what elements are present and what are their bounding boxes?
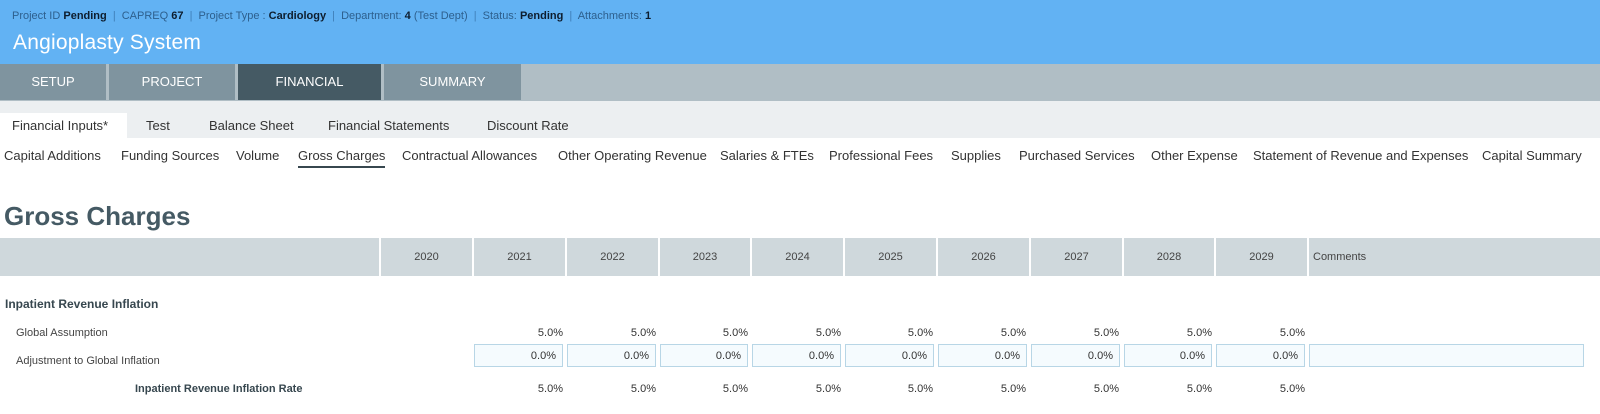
inflation-rate-value: 5.0% bbox=[537, 383, 563, 395]
section-capital-summary[interactable]: Capital Summary bbox=[1482, 148, 1582, 163]
inflation-rate-value: 5.0% bbox=[722, 383, 748, 395]
year-header: 2025 bbox=[843, 238, 936, 276]
adjustment-input[interactable] bbox=[474, 344, 563, 367]
project-type-label: Project Type : bbox=[198, 10, 266, 22]
global-assumption-value: 5.0% bbox=[537, 327, 563, 339]
group-title: Inpatient Revenue Inflation bbox=[5, 297, 159, 311]
adjustment-input[interactable] bbox=[752, 344, 841, 367]
main-tab-bar: SETUP PROJECT FINANCIAL SUMMARY bbox=[0, 64, 1600, 101]
attachments-count[interactable]: 1 bbox=[644, 10, 652, 22]
adjustment-input[interactable] bbox=[1216, 344, 1305, 367]
section-contractual-allowances[interactable]: Contractual Allowances bbox=[402, 148, 538, 163]
global-assumption-value: 5.0% bbox=[1000, 327, 1026, 339]
row-label-inflation-rate: Inpatient Revenue Inflation Rate bbox=[135, 383, 303, 395]
inflation-rate-value: 5.0% bbox=[1000, 383, 1026, 395]
section-supplies[interactable]: Supplies bbox=[951, 148, 1001, 163]
section-professional-fees[interactable]: Professional Fees bbox=[829, 148, 934, 163]
year-header: 2023 bbox=[658, 238, 750, 276]
year-header: 2029 bbox=[1214, 238, 1307, 276]
inflation-rate-value: 5.0% bbox=[907, 383, 933, 395]
adjustment-input[interactable] bbox=[938, 344, 1027, 367]
year-header: 2021 bbox=[472, 238, 565, 276]
year-header: 2020 bbox=[379, 238, 472, 276]
global-assumption-value: 5.0% bbox=[630, 327, 656, 339]
global-assumption-value: 5.0% bbox=[722, 327, 748, 339]
tab-setup[interactable]: SETUP bbox=[0, 64, 106, 100]
section-capital-additions[interactable]: Capital Additions bbox=[4, 148, 101, 163]
year-header: 2028 bbox=[1122, 238, 1214, 276]
subtab-discount-rate[interactable]: Discount Rate bbox=[487, 118, 569, 133]
tab-project[interactable]: PROJECT bbox=[109, 64, 235, 100]
row-label-global-assumption: Global Assumption bbox=[16, 327, 108, 339]
year-header: 2026 bbox=[936, 238, 1029, 276]
comments-header: Comments bbox=[1307, 238, 1600, 276]
subtab-financial-statements[interactable]: Financial Statements bbox=[328, 118, 450, 133]
department-label: Department: bbox=[341, 10, 402, 22]
sub-tab-bar: Financial Inputs* Test Balance Sheet Fin… bbox=[0, 101, 1600, 138]
subtab-test[interactable]: Test bbox=[146, 118, 170, 133]
department-name: (Test Dept) bbox=[413, 10, 468, 22]
global-assumption-value: 5.0% bbox=[1093, 327, 1119, 339]
adjustment-input[interactable] bbox=[845, 344, 934, 367]
project-id-value: Pending bbox=[63, 10, 107, 22]
adjustment-input[interactable] bbox=[660, 344, 748, 367]
inflation-rate-value: 5.0% bbox=[815, 383, 841, 395]
section-nav: Capital Additions Funding Sources Volume… bbox=[0, 148, 1600, 172]
capreq-value: 67 bbox=[171, 10, 184, 22]
row-label-adjustment: Adjustment to Global Inflation bbox=[16, 355, 160, 367]
global-assumption-value: 5.0% bbox=[1279, 327, 1305, 339]
year-header: 2027 bbox=[1029, 238, 1122, 276]
section-gross-charges[interactable]: Gross Charges bbox=[298, 148, 386, 168]
project-id-label: Project ID bbox=[12, 10, 61, 22]
meta-separator: | bbox=[112, 10, 116, 22]
adjustment-input[interactable] bbox=[567, 344, 656, 367]
global-assumption-value: 5.0% bbox=[1186, 327, 1212, 339]
global-assumption-value: 5.0% bbox=[815, 327, 841, 339]
tab-summary[interactable]: SUMMARY bbox=[384, 64, 521, 100]
section-volume[interactable]: Volume bbox=[236, 148, 280, 163]
adjustment-comment-input[interactable] bbox=[1309, 344, 1584, 367]
section-funding-sources[interactable]: Funding Sources bbox=[121, 148, 220, 163]
year-header: 2022 bbox=[565, 238, 658, 276]
section-salaries-ftes[interactable]: Salaries & FTEs bbox=[720, 148, 814, 163]
project-meta-bar: Project ID Pending | CAPREQ 67 | Project… bbox=[12, 10, 651, 22]
project-title: Angioplasty System bbox=[13, 31, 202, 54]
capreq-label: CAPREQ bbox=[121, 10, 169, 22]
inflation-rate-value: 5.0% bbox=[1093, 383, 1119, 395]
global-assumption-value: 5.0% bbox=[907, 327, 933, 339]
attachments-label[interactable]: Attachments: bbox=[577, 10, 642, 22]
meta-separator: | bbox=[473, 10, 477, 22]
adjustment-input[interactable] bbox=[1031, 344, 1120, 367]
subtab-financial-inputs[interactable]: Financial Inputs* bbox=[0, 113, 127, 138]
inflation-rate-value: 5.0% bbox=[1186, 383, 1212, 395]
section-other-operating-revenue[interactable]: Other Operating Revenue bbox=[558, 148, 707, 163]
meta-separator: | bbox=[332, 10, 335, 22]
year-header: 2024 bbox=[750, 238, 843, 276]
section-purchased-services[interactable]: Purchased Services bbox=[1019, 148, 1135, 163]
table-header: 2020 2021 2022 2023 2024 2025 2026 2027 … bbox=[0, 238, 1600, 276]
subtab-balance-sheet[interactable]: Balance Sheet bbox=[209, 118, 294, 133]
section-statement-of-revenue[interactable]: Statement of Revenue and Expenses bbox=[1253, 148, 1469, 163]
page-title: Gross Charges bbox=[4, 201, 191, 231]
department-value: 4 bbox=[404, 10, 411, 22]
meta-separator: | bbox=[189, 10, 193, 22]
inflation-rate-value: 5.0% bbox=[1279, 383, 1305, 395]
adjustment-input[interactable] bbox=[1124, 344, 1212, 367]
status-value: Pending bbox=[519, 10, 564, 22]
project-header: Project ID Pending | CAPREQ 67 | Project… bbox=[0, 0, 1600, 64]
section-other-expense[interactable]: Other Expense bbox=[1151, 148, 1238, 163]
tab-financial[interactable]: FINANCIAL bbox=[238, 64, 381, 100]
status-label: Status: bbox=[482, 10, 517, 22]
project-type-value: Cardiology bbox=[268, 10, 327, 22]
meta-separator: | bbox=[569, 10, 573, 22]
inflation-rate-value: 5.0% bbox=[630, 383, 656, 395]
